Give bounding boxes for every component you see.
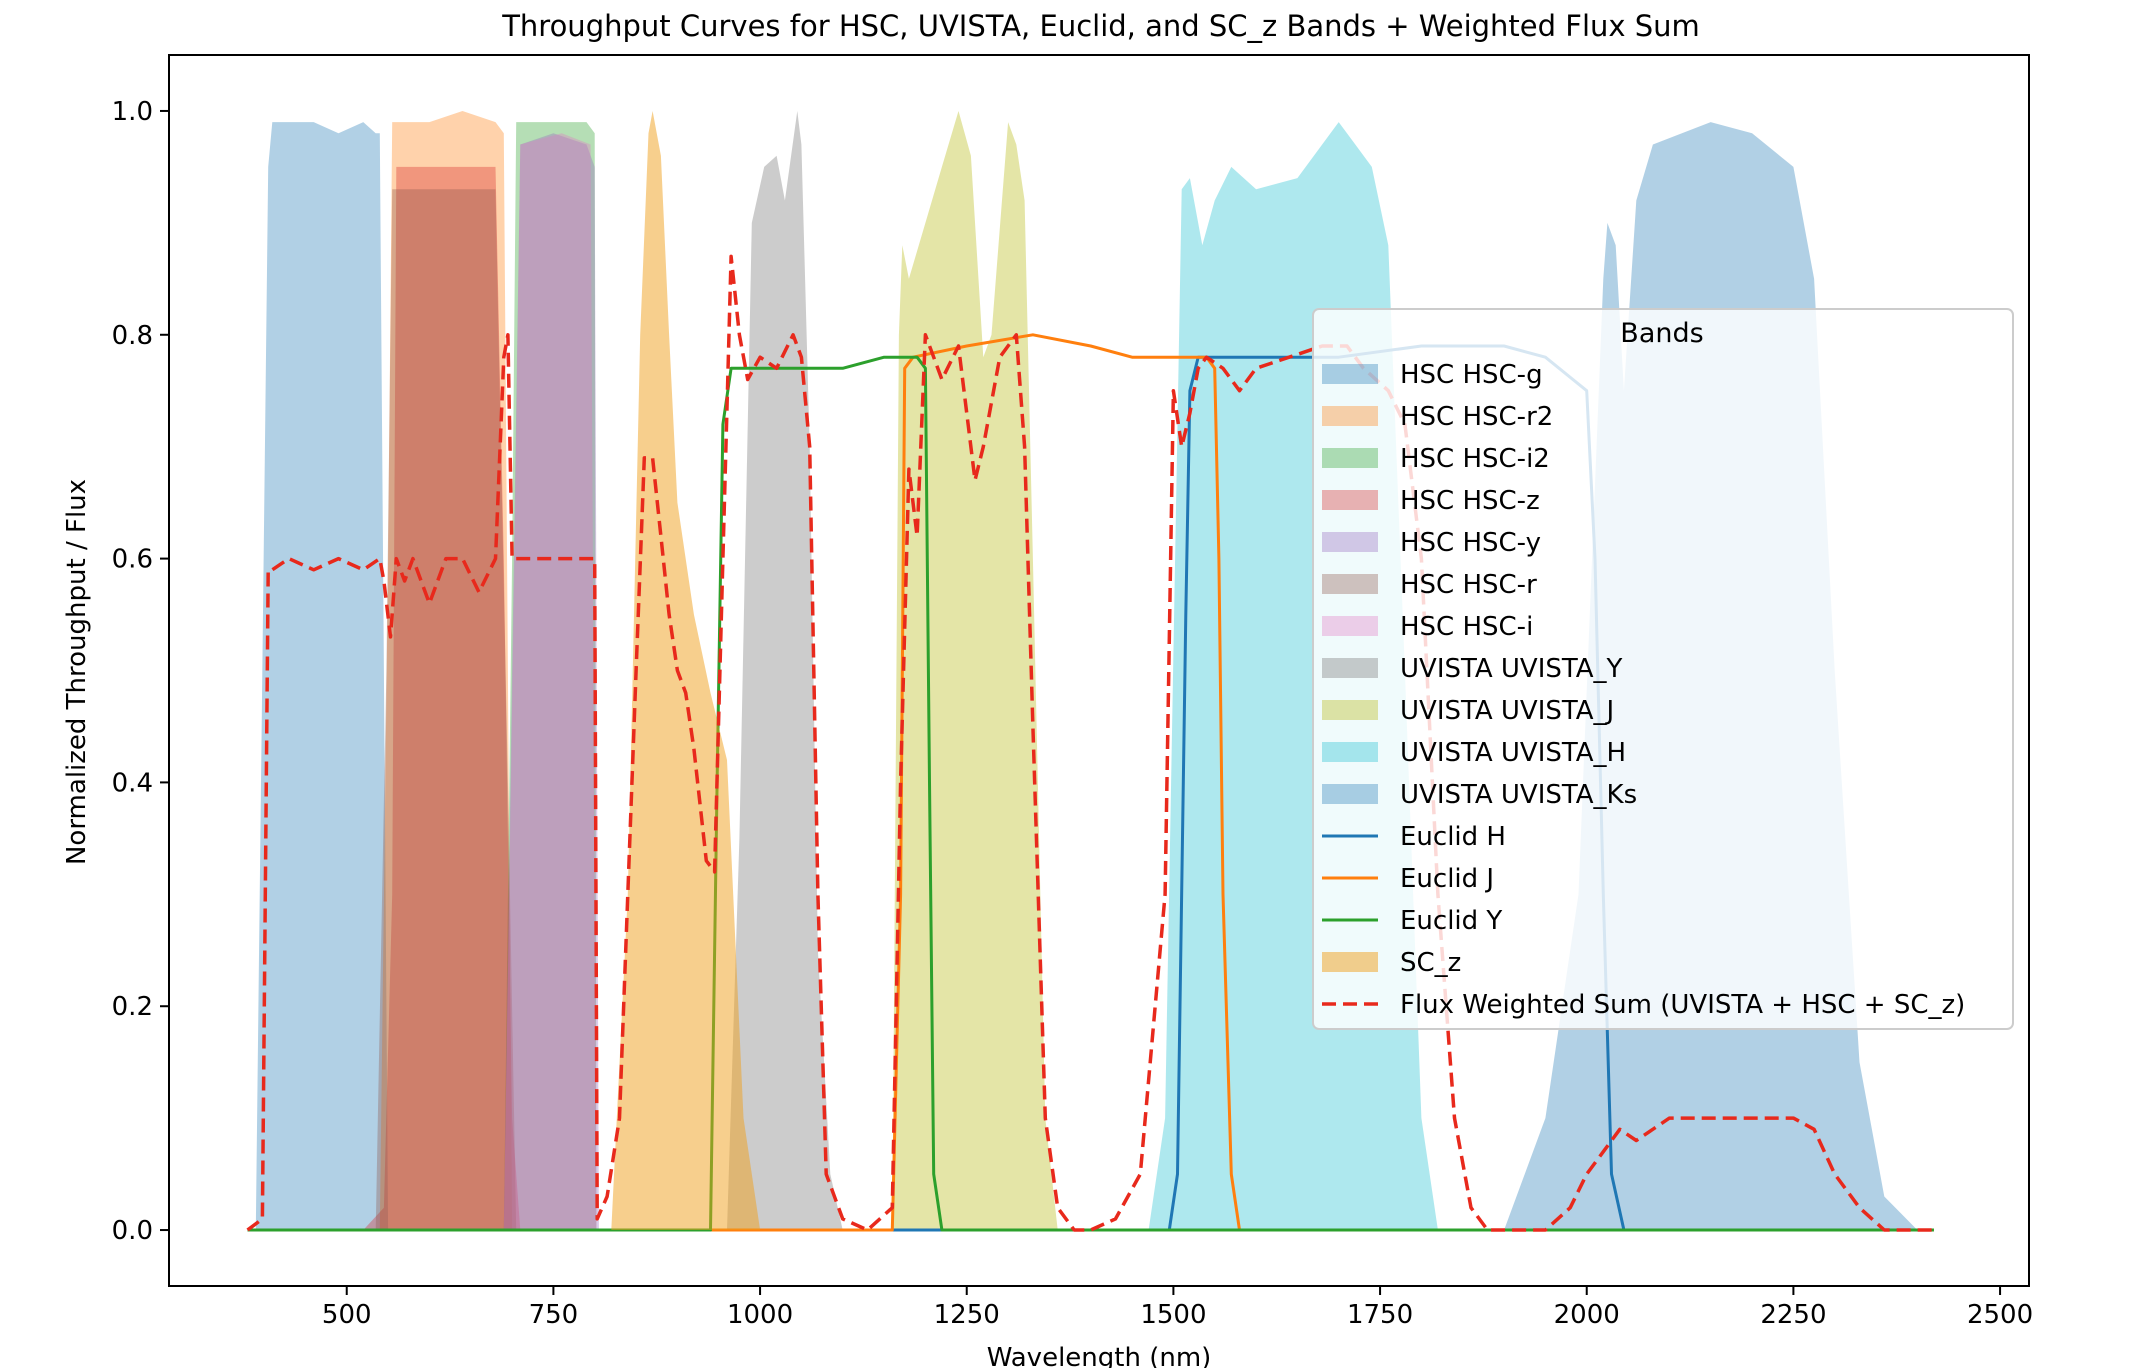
- x-tick-label: 2500: [1967, 1300, 2033, 1330]
- legend-label-euclid-y: Euclid Y: [1400, 906, 1502, 936]
- series-line-euclid-y: [247, 355, 1934, 1232]
- legend-label-uvista-uvista-h: UVISTA UVISTA_H: [1400, 738, 1626, 768]
- legend-label-uvista-uvista-y: UVISTA UVISTA_Y: [1400, 654, 1623, 684]
- legend-items: HSC HSC-g HSC HSC-r2 HSC HSC-i2 HSC HSC-z HS…: [1322, 360, 1965, 1020]
- legend-title: Bands: [1620, 318, 1703, 349]
- x-tick-label: 1500: [1140, 1300, 1206, 1330]
- legend-swatch-hsc-hsc-i2: [1322, 448, 1378, 468]
- legend-swatch-hsc-hsc-r2: [1322, 406, 1378, 426]
- y-tick-label: 0.8: [112, 321, 153, 351]
- series-area-hsc-hsc-y: [503, 133, 599, 1231]
- y-axis: 0.0 0.2 0.4 0.6 0.8 1.0: [112, 97, 169, 1246]
- x-tick-label: 750: [529, 1300, 579, 1330]
- legend-swatch-hsc-hsc-g: [1322, 364, 1378, 384]
- legend-swatch-hsc-hsc-z: [1322, 490, 1378, 510]
- series-area-hsc-hsc-i: [503, 133, 597, 1231]
- legend-label-hsc-hsc-z: HSC HSC-z: [1400, 486, 1540, 516]
- x-tick-label: 2250: [1760, 1300, 1826, 1330]
- plot-frame: [168, 54, 2030, 1287]
- y-axis-label: Normalized Throughput / Flux: [62, 479, 92, 865]
- series-area-hsc-hsc-g: [255, 122, 389, 1231]
- legend-label-euclid-j: Euclid J: [1400, 864, 1494, 894]
- legend-swatch-uvista-uvista-j: [1322, 700, 1378, 720]
- legend-swatch-uvista-uvista-y: [1322, 658, 1378, 678]
- y-tick-label: 0.6: [112, 545, 153, 575]
- legend-swatch-hsc-hsc-i: [1322, 616, 1378, 636]
- legend-box: [1312, 308, 2014, 1030]
- legend-label-euclid-h: Euclid H: [1400, 822, 1506, 852]
- y-tick-label: 0.4: [112, 768, 153, 798]
- series-area-uvista-uvista-y: [727, 111, 843, 1231]
- legend-label-uvista-uvista-j: UVISTA UVISTA_J: [1400, 696, 1614, 726]
- x-tick-label: 1000: [727, 1300, 793, 1330]
- legend-label-hsc-hsc-i: HSC HSC-i: [1400, 612, 1533, 642]
- legend-label-flux-weighted-sum-uvista-hsc-sc-z: Flux Weighted Sum (UVISTA + HSC + SC_z): [1400, 990, 1965, 1020]
- legend-label-sc-z: SC_z: [1400, 948, 1461, 978]
- legend-swatch-uvista-uvista-ks: [1322, 784, 1378, 804]
- y-tick-label: 1.0: [112, 97, 153, 127]
- x-tick-label: 500: [322, 1300, 372, 1330]
- series-area-hsc-hsc-i2: [503, 122, 597, 1231]
- x-tick-label: 1750: [1347, 1300, 1413, 1330]
- legend-swatch-sc-z: [1322, 952, 1378, 972]
- chart-title: Throughput Curves for HSC, UVISTA, Eucli…: [501, 9, 1700, 43]
- legend-label-hsc-hsc-i2: HSC HSC-i2: [1400, 444, 1550, 474]
- x-axis: 500 750 1000 1250 1500 1750 2000 2250 2500: [322, 1286, 2033, 1330]
- legend-swatch-hsc-hsc-r: [1322, 574, 1378, 594]
- legend-label-uvista-uvista-ks: UVISTA UVISTA_Ks: [1400, 780, 1637, 810]
- x-tick-label: 2000: [1554, 1300, 1620, 1330]
- series-area-uvista-uvista-j: [892, 111, 1058, 1231]
- series-area-hsc-hsc-z: [363, 166, 521, 1231]
- legend-label-hsc-hsc-r2: HSC HSC-r2: [1400, 402, 1553, 432]
- series-area-sc-z: [611, 111, 761, 1231]
- legend-swatch-uvista-uvista-h: [1322, 742, 1378, 762]
- series-line-flux-weighted-sum-uvista-hsc-sc-z: [246, 254, 1934, 1232]
- y-tick-label: 0.0: [112, 1216, 153, 1246]
- series-line-euclid-j: [247, 333, 1934, 1232]
- legend-swatch-hsc-hsc-y: [1322, 532, 1378, 552]
- legend-label-hsc-hsc-g: HSC HSC-g: [1400, 360, 1543, 390]
- legend-label-hsc-hsc-r: HSC HSC-r: [1400, 570, 1537, 600]
- legend-label-hsc-hsc-y: HSC HSC-y: [1400, 528, 1541, 558]
- y-tick-label: 0.2: [112, 992, 153, 1022]
- x-tick-label: 1250: [934, 1300, 1000, 1330]
- series-area-hsc-hsc-r: [375, 189, 517, 1231]
- series-area-hsc-hsc-r2: [379, 111, 513, 1231]
- x-axis-label: Wavelength (nm): [987, 1343, 1212, 1368]
